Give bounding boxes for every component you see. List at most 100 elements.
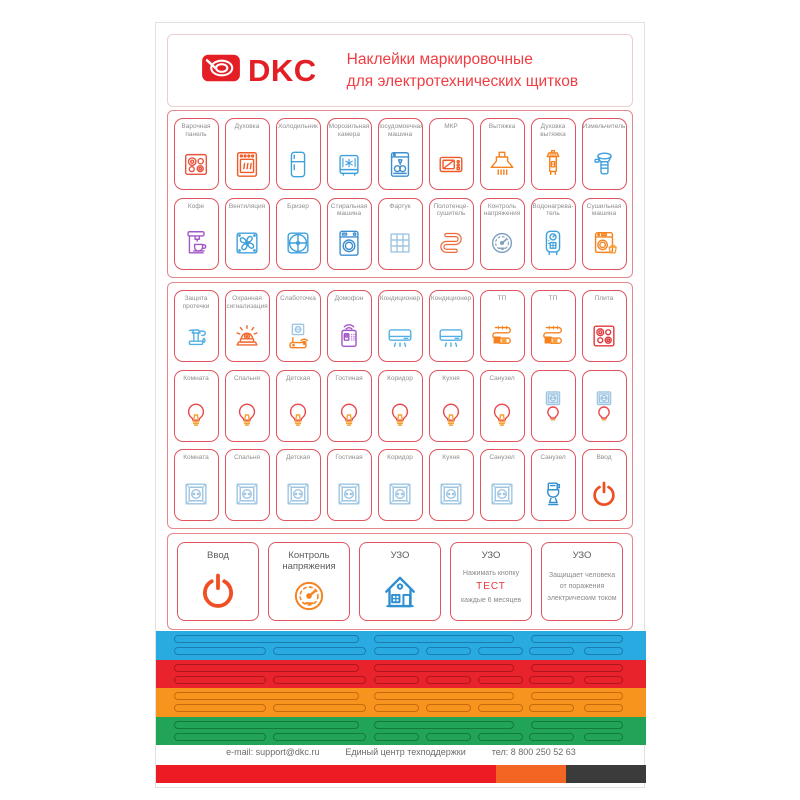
sticker-cell	[530, 369, 576, 442]
intercom-icon	[334, 310, 364, 361]
sticker-cell: МКР	[428, 118, 474, 191]
socket-icon	[436, 469, 466, 520]
socket-icon	[334, 469, 364, 520]
sticker-cell: Варочная панель	[173, 118, 219, 191]
breather-icon	[283, 218, 313, 269]
sticker-label: Кухня	[442, 374, 460, 382]
sticker-cell: Детская	[275, 369, 321, 442]
big-sticker-cell: Ввод	[177, 542, 259, 621]
sticker-text-line: электрическим током	[547, 595, 617, 603]
strip-slot	[273, 732, 366, 741]
sticker-cell: Фартук	[377, 197, 423, 270]
sticker-cell: ТП	[479, 290, 525, 363]
sticker-label: Санузел	[540, 453, 566, 461]
strip-slot	[584, 704, 623, 712]
sticker-label: Полотенце- сушитель	[433, 202, 469, 218]
disposer-icon	[589, 138, 619, 189]
strip-slot	[531, 720, 623, 729]
freezer-icon	[334, 139, 364, 189]
dkc-logo: DKC	[200, 51, 317, 90]
faucet-icon	[181, 311, 211, 361]
sticker-cell: Спальня	[224, 448, 270, 521]
sticker-label: ТП	[497, 295, 507, 303]
strip-slot	[374, 732, 419, 741]
sticker-label: Плита	[594, 295, 614, 303]
strip-slot	[426, 732, 471, 741]
floorheat-icon	[538, 310, 568, 361]
sticker-label: Комната	[183, 374, 209, 382]
sticker-cell: Бризер	[275, 197, 321, 270]
big-sticker-cell: УЗО Нажимать кнопку ТЕСТ каждые 6 месяцев	[450, 542, 532, 621]
grid-icon	[385, 218, 415, 269]
strip-slot	[273, 647, 366, 655]
sticker-text-line: каждые 6 месяцев	[460, 596, 522, 604]
sticker-cell: Полотенце- сушитель	[428, 197, 474, 270]
sticker-cell: Коридор	[377, 369, 423, 442]
big-sticker-cell: УЗО Защищает человека от поражения электрич…	[541, 542, 623, 621]
socket-icon	[181, 469, 211, 520]
dishwasher-icon	[385, 139, 415, 189]
strip-slot	[374, 692, 514, 700]
house-icon	[379, 561, 421, 620]
socket-icon	[283, 469, 313, 520]
sticker-cell: Комната	[173, 369, 219, 442]
strip-slot	[531, 635, 623, 643]
socket-icon	[385, 469, 415, 520]
sticker-row: Комната Спальня Детская Гостиная Коридор Кухн…	[168, 448, 632, 521]
strip-slot	[529, 732, 574, 741]
sticker-label: Домофон	[334, 295, 364, 303]
sticker-cell: Санузел	[479, 448, 525, 521]
strip-slot	[584, 732, 623, 741]
sticker-label: МКР	[444, 123, 458, 131]
gauge-icon	[487, 218, 517, 268]
color-strips	[156, 631, 646, 745]
socket-icon	[487, 469, 517, 520]
sticker-sheet: DKC Наклейки маркировочные для электроте…	[155, 22, 646, 788]
strip-slot	[529, 704, 574, 712]
socket-icon	[232, 469, 262, 520]
color-strip-band	[156, 688, 646, 717]
sticker-cell: Гостиная	[326, 369, 372, 442]
strip-slot	[426, 704, 471, 712]
sticker-label: Коридор	[387, 374, 413, 382]
sticker-label: Охранная сигнализация	[226, 295, 268, 311]
strip-slot	[478, 704, 523, 712]
strip-slot	[478, 732, 523, 741]
footer-email: e-mail: support@dkc.ru	[226, 747, 320, 757]
strip-slot	[478, 675, 523, 684]
sticker-label: Духовка вытяжка	[540, 123, 566, 139]
big-sticker-cell: УЗО	[359, 542, 441, 621]
sticker-label: Санузел	[489, 453, 515, 461]
big-sticker-label: УЗО	[390, 550, 410, 561]
header: DKC Наклейки маркировочные для электроте…	[167, 34, 633, 107]
ac-icon	[385, 310, 415, 361]
strip-slot	[174, 732, 266, 741]
sticker-label: Водонагрева- тель	[532, 202, 574, 218]
sticker-cell: Сушильная машина	[581, 197, 627, 270]
strip-slot	[529, 647, 574, 655]
sticker-label: Варочная панель	[181, 123, 211, 139]
sticker-label: Вентиляция	[228, 202, 266, 210]
strip-slot	[174, 663, 359, 672]
floorheat-icon	[487, 310, 517, 361]
sticker-text-line: от поражения	[559, 583, 605, 591]
bulb-icon	[283, 390, 313, 441]
sticker-label: Контроль напряжения	[483, 202, 521, 218]
alarm-icon	[232, 311, 262, 361]
toilet-icon	[538, 469, 568, 520]
fridge-icon	[283, 138, 313, 189]
sticker-cell: Стиральная машина	[326, 197, 372, 270]
sticker-cell: Кофе	[173, 197, 219, 270]
sticker-label: Холодильник	[278, 123, 318, 131]
dryer-icon	[589, 218, 619, 268]
sticker-cell: Защита протечки	[173, 290, 219, 363]
sticker-cell: Духовка	[224, 118, 270, 191]
strip-slot	[374, 720, 514, 729]
strip-slot	[584, 675, 623, 684]
sticker-cell: Вытяжка	[479, 118, 525, 191]
sticker-cell: Кухня	[428, 448, 474, 521]
big-sticker-text: Защищает человека от поражения электрическ…	[547, 561, 616, 620]
big-sticker-cell: Контроль напряжения	[268, 542, 350, 621]
strip-slot	[174, 675, 266, 684]
strip-slot	[584, 647, 623, 655]
